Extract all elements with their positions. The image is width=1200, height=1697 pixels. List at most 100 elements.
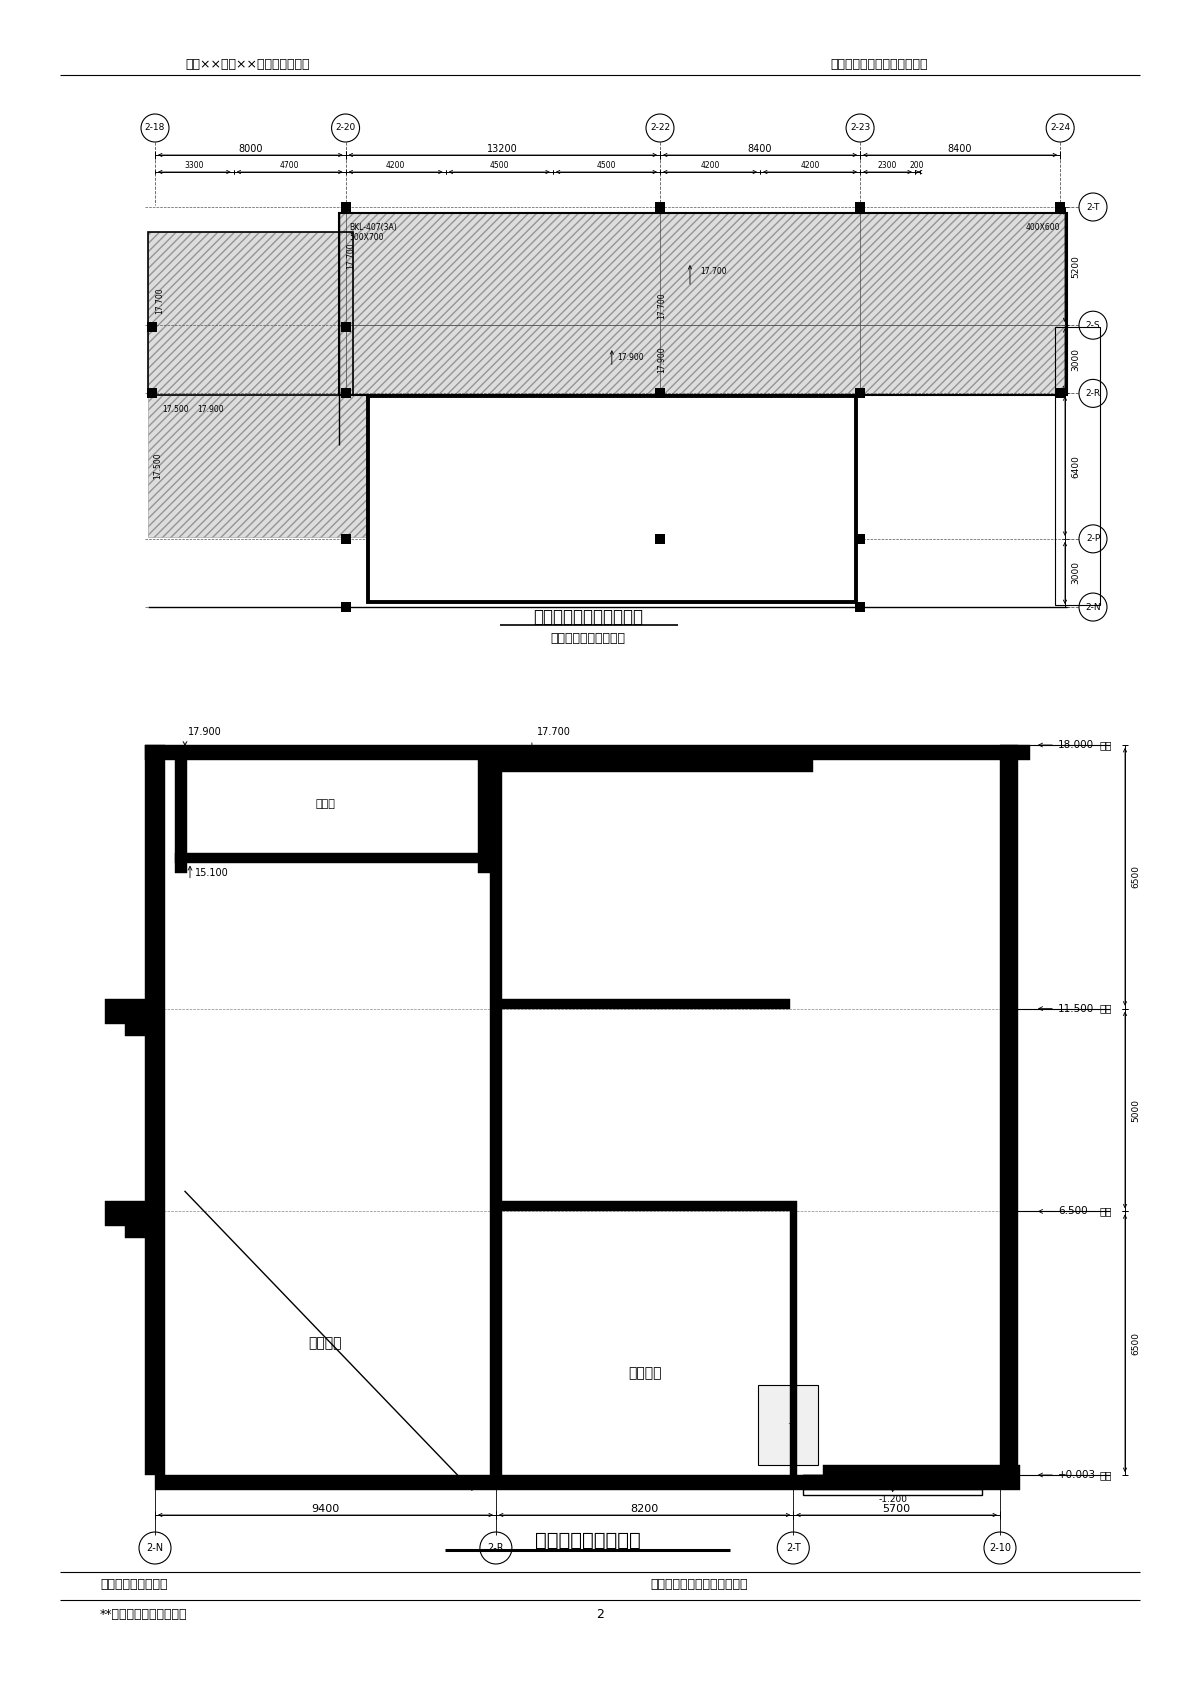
Text: 8400: 8400 — [948, 144, 972, 154]
Bar — [175, 852, 490, 862]
Text: 4500: 4500 — [490, 161, 509, 170]
Bar — [106, 1201, 145, 1227]
Text: 二层: 二层 — [1100, 1207, 1112, 1217]
Text: 17.700: 17.700 — [700, 268, 727, 277]
Text: 200: 200 — [910, 161, 924, 170]
Text: 8000: 8000 — [238, 144, 263, 154]
Text: 8400: 8400 — [748, 144, 773, 154]
Text: 2-20: 2-20 — [336, 124, 355, 132]
Text: 6500: 6500 — [1132, 1332, 1140, 1354]
Text: 裙房门厅高支模专项施工方案: 裙房门厅高支模专项施工方案 — [830, 58, 928, 71]
Text: 2-T: 2-T — [786, 1543, 800, 1553]
Text: 17.900: 17.900 — [188, 726, 222, 736]
Text: ·: · — [787, 1420, 790, 1429]
Text: 5000: 5000 — [1132, 1098, 1140, 1122]
Text: -1.200: -1.200 — [878, 1495, 907, 1504]
Text: 6.500: 6.500 — [1058, 1207, 1087, 1217]
Bar — [1055, 328, 1100, 606]
Text: 5200: 5200 — [1072, 255, 1080, 278]
Text: 16.330~16.930: 16.330~16.930 — [371, 470, 380, 529]
Text: 2-R: 2-R — [1086, 389, 1100, 397]
Text: 2-24: 2-24 — [1050, 124, 1070, 132]
Text: 3300: 3300 — [185, 161, 204, 170]
Text: 酒店裙房门厅剖面图: 酒店裙房门厅剖面图 — [535, 1531, 641, 1549]
Bar — [125, 1023, 145, 1035]
Text: 2-10: 2-10 — [989, 1543, 1010, 1553]
Text: 4200: 4200 — [701, 161, 720, 170]
Text: 裙房门厅四层结构平面图: 裙房门厅四层结构平面图 — [533, 608, 643, 626]
Bar — [175, 760, 187, 872]
Text: 4700: 4700 — [280, 161, 299, 170]
Text: 裙房门厅部分结构高: 裙房门厅部分结构高 — [100, 1578, 168, 1592]
Text: 17.900: 17.900 — [198, 406, 224, 414]
Text: 2-18: 2-18 — [145, 124, 166, 132]
Bar — [1000, 745, 1018, 1475]
Text: 游泳池: 游泳池 — [598, 497, 625, 512]
Text: **集团建筑工程有限公司: **集团建筑工程有限公司 — [100, 1609, 187, 1622]
Text: 一层: 一层 — [1100, 1470, 1112, 1480]
Bar — [155, 1475, 823, 1490]
Bar — [145, 745, 1030, 760]
Text: -0.500: -0.500 — [878, 1473, 907, 1481]
Text: 游泳池: 游泳池 — [316, 799, 335, 809]
Text: 8200: 8200 — [630, 1504, 659, 1514]
Bar — [502, 1201, 790, 1212]
Text: 2-P: 2-P — [1086, 535, 1100, 543]
Text: 2300: 2300 — [877, 161, 898, 170]
Text: 13200: 13200 — [487, 144, 518, 154]
Bar — [338, 214, 1067, 395]
Bar — [758, 1385, 818, 1465]
Bar — [145, 745, 166, 1475]
Bar — [367, 397, 856, 602]
Text: 5700: 5700 — [882, 1504, 911, 1514]
Text: 400X600: 400X600 — [1025, 222, 1060, 232]
Text: 2-S: 2-S — [1086, 321, 1100, 329]
Text: 支模区域基本情况：本区高支: 支模区域基本情况：本区高支 — [650, 1578, 748, 1592]
Text: 2-N: 2-N — [1085, 602, 1100, 611]
Bar — [148, 232, 353, 395]
Text: +0.003: +0.003 — [1058, 1470, 1096, 1480]
Bar — [790, 1201, 797, 1475]
Bar — [803, 1475, 982, 1495]
Bar — [478, 760, 490, 872]
Text: 15.100: 15.100 — [194, 867, 229, 877]
Text: 2-N: 2-N — [146, 1543, 163, 1553]
Text: 17.700: 17.700 — [156, 287, 164, 314]
Bar — [803, 1475, 982, 1490]
Bar — [148, 232, 353, 395]
Bar — [502, 998, 790, 1008]
Text: 三层: 三层 — [1100, 1003, 1112, 1013]
Text: 3000: 3000 — [1072, 562, 1080, 584]
Text: 2-22: 2-22 — [650, 124, 670, 132]
Text: 门厅上空: 门厅上空 — [628, 1366, 661, 1380]
Text: 6500: 6500 — [1132, 865, 1140, 888]
Text: 17.900: 17.900 — [617, 353, 643, 361]
Text: BKL-407(3A)
500X700: BKL-407(3A) 500X700 — [349, 222, 397, 243]
Bar — [106, 998, 145, 1023]
Text: 4200: 4200 — [386, 161, 406, 170]
Bar — [490, 760, 502, 1475]
Text: 2: 2 — [596, 1609, 604, 1622]
Text: 4200: 4200 — [800, 161, 820, 170]
Text: 2-R: 2-R — [487, 1543, 504, 1553]
Text: 17.500: 17.500 — [154, 453, 162, 480]
Bar — [338, 214, 1067, 395]
Text: 18.000: 18.000 — [1058, 740, 1094, 750]
Text: 2-23: 2-23 — [850, 124, 870, 132]
Bar — [125, 1227, 145, 1239]
Text: 17.700: 17.700 — [658, 292, 666, 319]
Text: 6400: 6400 — [1072, 455, 1080, 477]
Text: 4500: 4500 — [596, 161, 616, 170]
Bar — [823, 1465, 1020, 1490]
Text: 四层: 四层 — [1100, 740, 1112, 750]
Text: 贵州××集团××五星级酒店工程: 贵州××集团××五星级酒店工程 — [185, 58, 310, 71]
Text: 11.500: 11.500 — [1058, 1003, 1094, 1013]
Text: 17.700: 17.700 — [536, 726, 571, 736]
Text: 阴影部位为高支模区域: 阴影部位为高支模区域 — [551, 631, 625, 645]
Text: 3000: 3000 — [1072, 348, 1080, 370]
Bar — [148, 395, 367, 536]
Text: 门厅上空: 门厅上空 — [308, 1336, 342, 1351]
Text: 17.700: 17.700 — [346, 243, 355, 270]
Text: 9400: 9400 — [311, 1504, 340, 1514]
Text: 17.900: 17.900 — [658, 346, 666, 373]
